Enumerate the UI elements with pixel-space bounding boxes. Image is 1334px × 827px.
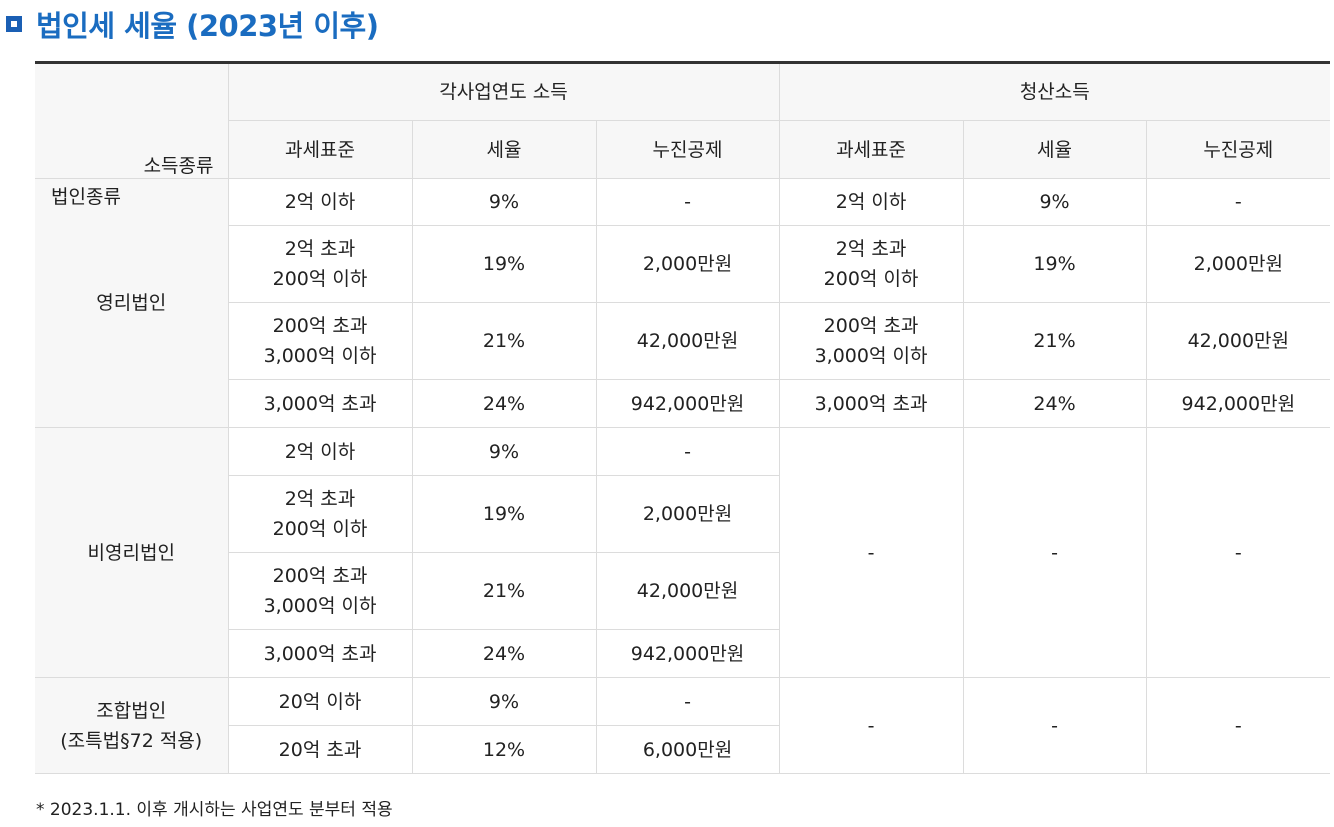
tax-base-cell: 3,000억 초과: [778, 379, 964, 428]
tax-base-cell: 200억 초과 3,000억 이하: [778, 302, 964, 380]
tax-base-cell: 2억 초과 200억 이하: [778, 225, 964, 303]
col-header-deduction: 누진공제: [1145, 120, 1331, 179]
tax-rate-cell: 24%: [411, 629, 597, 678]
deduction-cell: 942,000만원: [1145, 379, 1331, 428]
tax-rate-cell: 24%: [411, 379, 597, 428]
liquidation-empty-cell: -: [778, 677, 964, 774]
tax-base-cell: 2억 초과 200억 이하: [228, 225, 413, 303]
group-header-liquidation-income: 청산소득: [778, 62, 1331, 121]
tax-base-cell: 2억 이하: [227, 178, 413, 226]
table-row: 200억 초과 3,000억 이하 21% 42,000만원: [35, 552, 1330, 630]
tax-base-cell: 200억 초과 3,000억 이하: [228, 552, 413, 630]
corp-type-non-profit: 비영리법인: [35, 427, 229, 678]
deduction-cell: 2,000만원: [1145, 225, 1331, 303]
deduction-cell: 6,000만원: [595, 725, 780, 774]
tax-base-cell: 20억 초과: [228, 725, 413, 774]
tax-rate-cell: 21%: [962, 302, 1147, 380]
deduction-cell: -: [595, 677, 780, 726]
tax-rate-cell: 24%: [962, 379, 1147, 428]
corp-type-label: 법인종류: [51, 186, 121, 208]
square-bullet-icon: [6, 16, 22, 32]
tax-rate-cell: 19%: [411, 475, 597, 553]
tax-rate-cell: 9%: [411, 178, 597, 226]
page-heading: 법인세 세율 (2023년 이후): [6, 4, 379, 44]
liquidation-empty-cell: -: [1145, 427, 1331, 678]
tax-base-cell: 20억 이하: [227, 677, 413, 726]
deduction-cell: -: [1145, 178, 1331, 226]
tax-rate-table: 소득종류 법인종류 각사업연도 소득 청산소득 과세표준 세율 누진공제 과세표…: [35, 61, 1331, 774]
tax-rate-cell: 9%: [411, 427, 597, 476]
table-row: 200억 초과 3,000억 이하 21% 42,000만원 200억 초과 3,0…: [35, 302, 1331, 380]
tax-base-cell: 3,000억 초과: [228, 379, 413, 428]
table-row: 영리법인 2억 이하 9% - 2억 이하 9% -: [35, 178, 1331, 428]
tax-rate-cell: 9%: [962, 178, 1147, 226]
deduction-cell: 2,000만원: [595, 225, 780, 303]
deduction-cell: -: [595, 427, 780, 476]
header-row-columns: 과세표준 세율 누진공제 과세표준 세율 누진공제: [35, 120, 1331, 179]
corp-type-for-profit: 영리법인: [35, 178, 229, 428]
col-header-deduction: 누진공제: [595, 120, 780, 179]
corner-header-cell: 소득종류 법인종류: [35, 62, 229, 208]
header-row-groups: 소득종류 법인종류 각사업연도 소득 청산소득: [35, 62, 1331, 208]
deduction-cell: 942,000만원: [595, 379, 780, 428]
tax-base-cell: 2억 초과 200억 이하: [228, 475, 413, 553]
liquidation-empty-cell: -: [962, 677, 1147, 774]
tax-base-cell: 3,000억 초과: [228, 629, 413, 678]
liquidation-empty-cell: -: [962, 427, 1147, 678]
tax-rate-cell: 21%: [411, 552, 597, 630]
col-header-tax-rate: 세율: [411, 120, 597, 179]
col-header-tax-base: 과세표준: [778, 120, 964, 179]
tax-rate-cell: 19%: [962, 225, 1147, 303]
table-row: 비영리법인 2억 이하 9% - - - -: [35, 427, 1331, 678]
deduction-cell: -: [595, 178, 780, 226]
tax-base-cell: 2억 이하: [227, 427, 413, 476]
deduction-cell: 2,000만원: [595, 475, 780, 553]
liquidation-empty-cell: -: [1145, 677, 1331, 774]
deduction-cell: 42,000만원: [595, 552, 780, 630]
tax-rate-cell: 9%: [411, 677, 597, 726]
table-row: 조합법인 (조특법§72 적용) 20억 이하 9% - - - -: [35, 677, 1331, 774]
col-header-tax-base: 과세표준: [228, 120, 413, 179]
tax-base-cell: 2억 이하: [778, 178, 964, 226]
tax-rate-cell: 21%: [411, 302, 597, 380]
tax-rate-cell: 19%: [411, 225, 597, 303]
page-title: 법인세 세율 (2023년 이후): [36, 9, 379, 43]
table-row: 20억 초과 12% 6,000만원: [35, 725, 1330, 774]
group-header-business-income: 각사업연도 소득: [227, 62, 780, 121]
liquidation-empty-cell: -: [778, 427, 964, 678]
tax-base-cell: 200억 초과 3,000억 이하: [228, 302, 413, 380]
col-header-tax-rate: 세율: [962, 120, 1147, 179]
income-type-label: 소득종류: [143, 155, 214, 177]
deduction-cell: 942,000만원: [595, 629, 780, 678]
footnote: * 2023.1.1. 이후 개시하는 사업연도 분부터 적용: [36, 800, 393, 820]
table-row: 2억 초과 200억 이하 19% 2,000만원 2억 초과 200억 이하 19…: [35, 225, 1331, 303]
tax-rate-cell: 12%: [411, 725, 597, 774]
deduction-cell: 42,000만원: [1145, 302, 1331, 380]
table-row: 3,000억 초과 24% 942,000만원 3,000억 초과 24% 94…: [35, 379, 1331, 428]
deduction-cell: 42,000만원: [595, 302, 780, 380]
corp-type-cooperative: 조합법인 (조특법§72 적용): [35, 677, 229, 774]
